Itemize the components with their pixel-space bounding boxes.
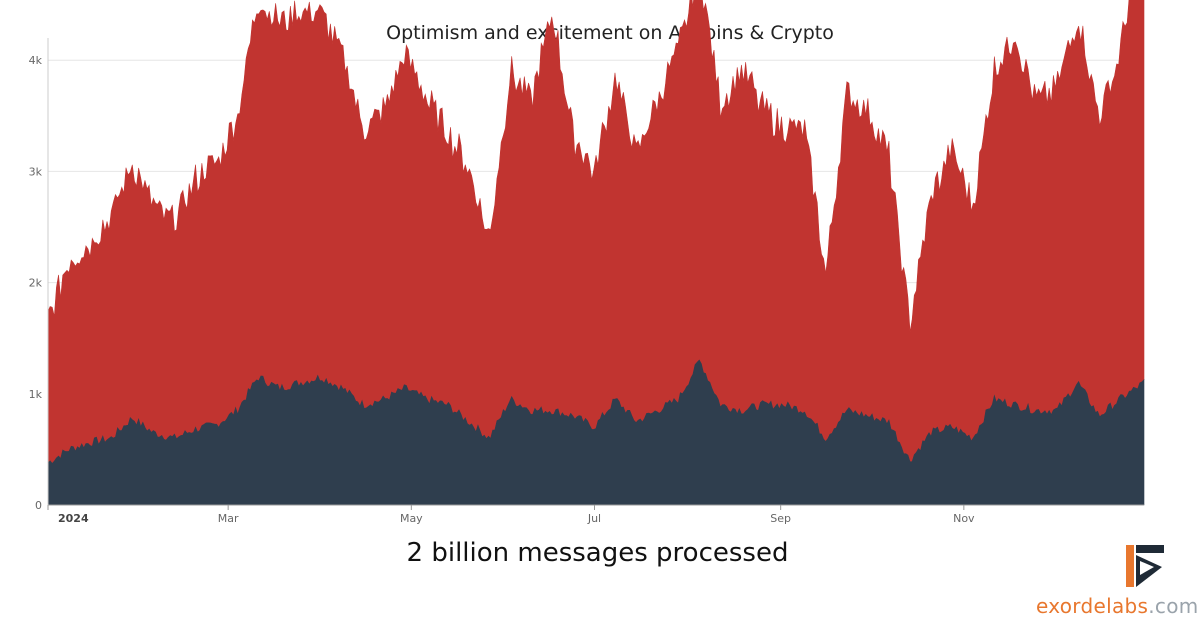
brand-part-3: .com <box>1148 594 1199 618</box>
y-tick-label: 0 <box>35 499 42 512</box>
axes <box>47 38 1144 506</box>
y-tick-label: 1k <box>29 388 43 401</box>
series-area-1 <box>47 0 1145 464</box>
exorde-logo-icon <box>1124 543 1166 589</box>
x-tick-label: 2024 <box>58 512 89 525</box>
brand-part-1: exorde <box>1036 594 1107 618</box>
y-axis-ticks: 0 1k 2k 3k 4k <box>29 54 43 512</box>
x-tick-label: Jul <box>587 512 601 525</box>
y-tick-label: 2k <box>29 277 43 290</box>
brand-wordmark: exordelabs.com <box>1036 594 1199 618</box>
x-tick-label: Mar <box>218 512 239 525</box>
y-tick-label: 4k <box>29 54 43 67</box>
x-tick-label: Sep <box>770 512 791 525</box>
x-tick-label: Nov <box>953 512 975 525</box>
brand-part-2: labs <box>1106 594 1149 618</box>
series-areas <box>47 0 1145 506</box>
caption: 2 billion messages processed <box>406 538 789 568</box>
x-tick-label: May <box>400 512 423 525</box>
x-axis-ticks: 2024 Mar May Jul Sep Nov <box>47 505 975 525</box>
chart-title: Optimism and excitement on Altcoins & Cr… <box>386 22 834 44</box>
y-tick-label: 3k <box>29 165 43 178</box>
